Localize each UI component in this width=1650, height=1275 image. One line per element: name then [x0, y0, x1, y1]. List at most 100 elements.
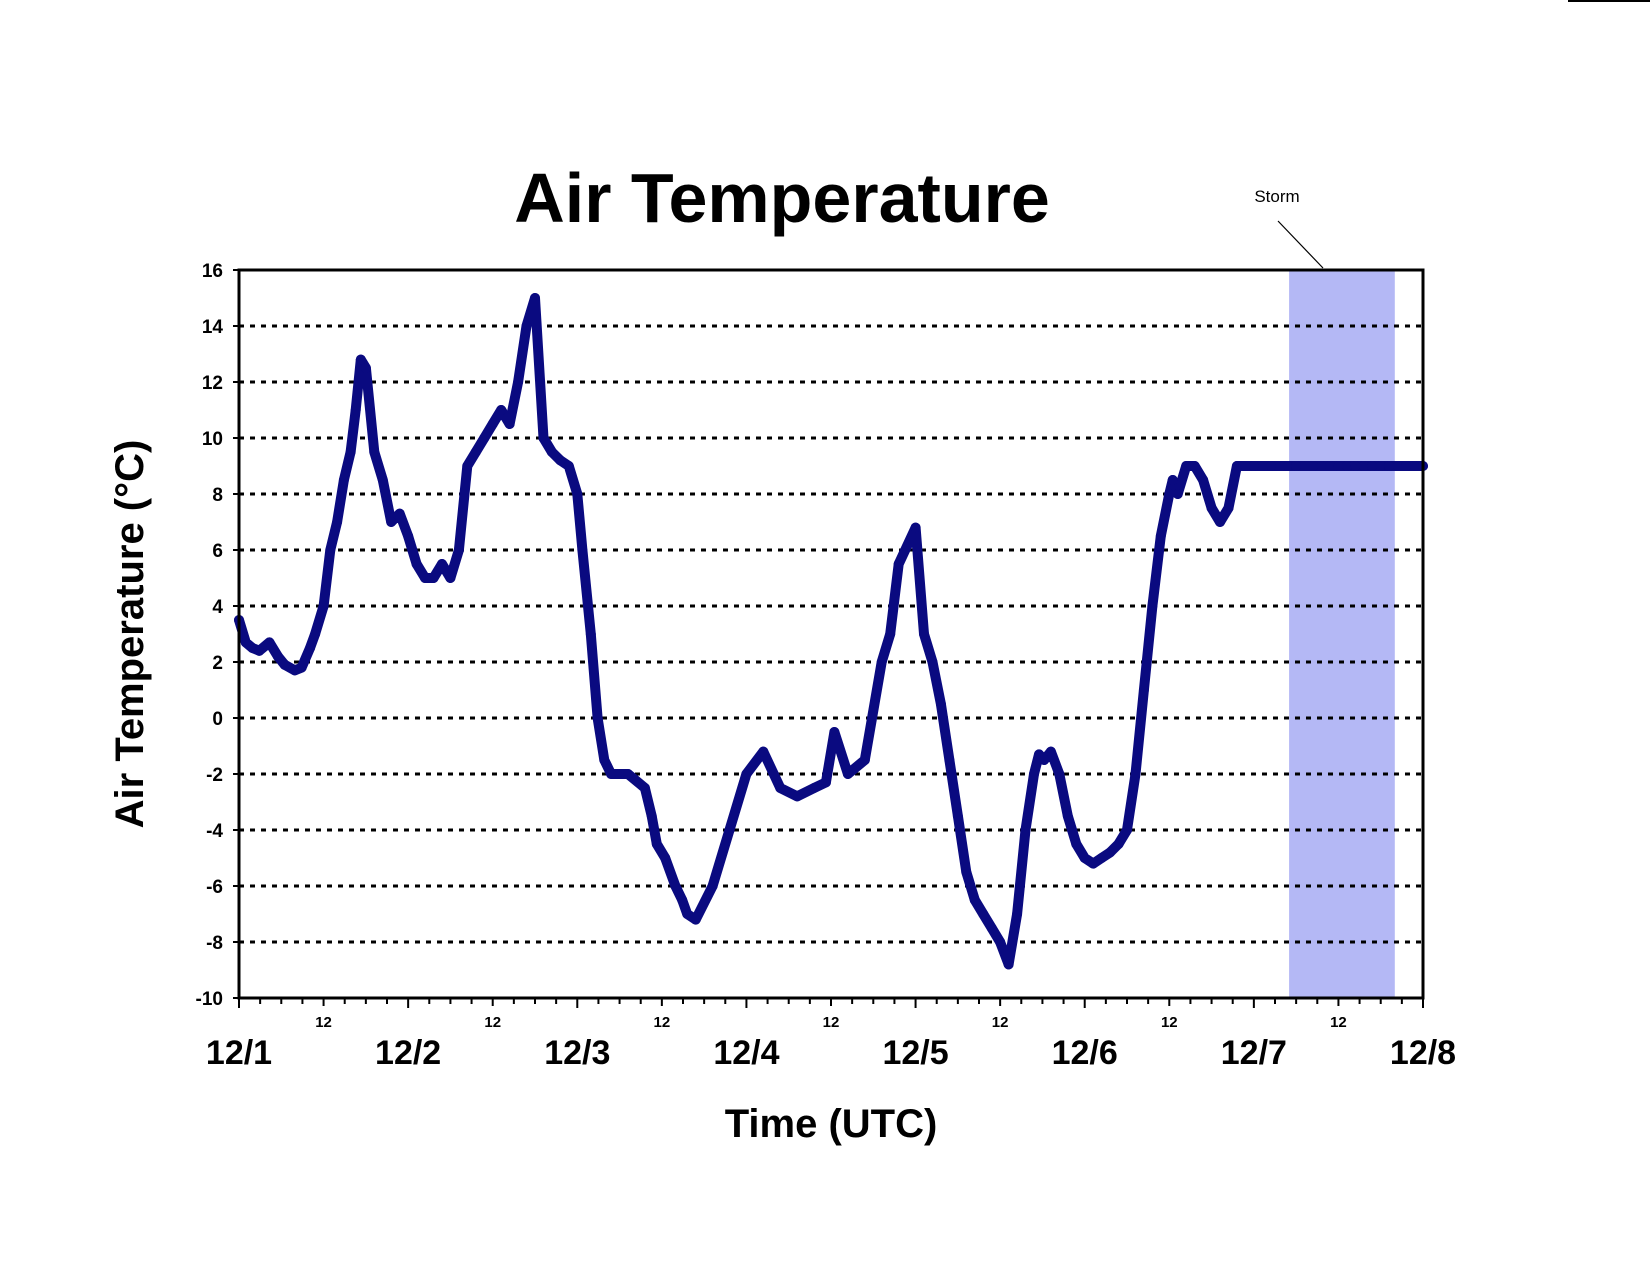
temperature-point — [264, 637, 275, 648]
x-day-label: 12/4 — [713, 1034, 779, 1072]
temperature-point — [487, 419, 498, 429]
temperature-point — [310, 629, 321, 639]
temperature-point — [403, 531, 414, 541]
temperature-point — [305, 643, 316, 653]
x-tick-labels: 12/1 12/2 12/3 12/4 12/5 12/6 12/7 12/8 12 12 12 12… — [206, 1014, 1456, 1072]
temperature-point — [1215, 517, 1226, 527]
temperature-point — [623, 769, 634, 779]
y-tick-label: -6 — [206, 877, 223, 898]
temperature-point — [1333, 461, 1344, 471]
temperature-point — [986, 923, 997, 933]
temperature-point — [345, 447, 356, 457]
temperature-point — [978, 909, 989, 919]
temperature-point — [1172, 489, 1183, 499]
temperature-point — [1265, 461, 1276, 471]
temperature-point — [893, 559, 904, 569]
y-tick-label: 6 — [212, 541, 223, 562]
x-axis-label: Time (UTC) — [725, 1102, 938, 1146]
y-axis-label: Air Temperature (°C) — [108, 440, 152, 829]
plot-frame — [237, 268, 1425, 1000]
x-day-label: 12/1 — [206, 1034, 272, 1072]
temperature-point — [651, 839, 662, 849]
temperature-point — [1164, 489, 1175, 499]
temperature-point — [995, 937, 1006, 947]
temperature-point — [504, 419, 515, 429]
temperature-point — [1324, 461, 1335, 471]
temperature-point — [555, 455, 566, 466]
temperature-point — [513, 377, 524, 387]
temperature-point — [462, 461, 473, 471]
temperature-point — [1071, 839, 1082, 849]
temperature-point — [969, 895, 980, 905]
temperature-point — [1308, 461, 1319, 471]
temperature-point — [453, 545, 464, 555]
temperature-point — [272, 651, 283, 662]
temperature-point — [1223, 503, 1234, 513]
temperature-point — [1367, 461, 1378, 471]
x-day-label: 12/2 — [375, 1034, 441, 1072]
temperature-point — [935, 699, 946, 709]
temperature-point — [538, 433, 549, 443]
temperature-point — [318, 601, 329, 611]
temperature-point — [809, 783, 820, 793]
temperature-point — [445, 573, 456, 583]
temperature-point — [670, 881, 681, 891]
temperature-point — [885, 629, 896, 639]
y-tick-label: -8 — [206, 933, 223, 954]
temperature-point — [279, 659, 290, 670]
x-day-label: 12/8 — [1390, 1034, 1456, 1072]
temperature-point — [1054, 769, 1065, 779]
temperature-point — [1384, 461, 1395, 471]
y-tick-label: 10 — [202, 429, 223, 450]
temperature-point — [1291, 461, 1302, 471]
temperature-point — [775, 783, 786, 793]
temperature-point — [240, 637, 251, 648]
temperature-point — [1147, 601, 1158, 611]
storm-layer — [1289, 270, 1395, 998]
temperature-point — [1167, 475, 1178, 485]
temperature-point — [876, 657, 887, 667]
x-hour-label: 12 — [823, 1014, 840, 1031]
temperature-point — [338, 475, 349, 485]
temperature-point — [1375, 461, 1386, 471]
temperature-point — [1012, 909, 1023, 919]
temperature-point — [1045, 746, 1056, 757]
temperature-point — [682, 909, 693, 919]
x-day-label: 12/7 — [1221, 1034, 1287, 1072]
temperature-point — [1341, 461, 1352, 471]
temperature-point — [470, 447, 481, 457]
temperature-point — [1105, 847, 1116, 858]
temperature-point — [792, 791, 803, 802]
temperature-point — [859, 755, 870, 765]
temperature-point — [1198, 475, 1209, 485]
temperature-point — [496, 405, 507, 415]
temperature-point — [952, 811, 963, 821]
air-temperature-chart: Air Temperature 16 14 12 10 8 6 4 2 0 -2 -4 -6 -8 -10… — [108, 159, 1457, 1146]
temperature-point — [741, 769, 752, 779]
temperature-point — [1350, 461, 1361, 471]
temperature-point — [944, 755, 955, 765]
temperature-point — [1079, 853, 1090, 863]
temperature-point — [1392, 461, 1403, 471]
x-hour-label: 12 — [1161, 1014, 1178, 1031]
temperature-point — [563, 461, 574, 471]
x-hour-label: 12 — [654, 1014, 671, 1031]
y-tick-label: 16 — [202, 261, 223, 282]
x-hour-label: 12 — [315, 1014, 332, 1031]
temperature-point — [690, 914, 701, 925]
temperature-point — [1282, 461, 1293, 471]
storm-band — [1289, 270, 1395, 998]
temperature-point — [1401, 461, 1412, 471]
y-tick-label: -10 — [196, 989, 223, 1010]
y-tick-label: 0 — [212, 709, 223, 730]
temperature-point — [758, 746, 769, 757]
temperature-point — [1113, 839, 1124, 849]
temperature-point — [707, 881, 718, 891]
temperature-point — [420, 573, 431, 583]
temperature-point — [677, 895, 688, 905]
temperature-point — [572, 489, 583, 499]
temperature-point — [386, 517, 397, 527]
temperature-point — [1020, 825, 1031, 835]
temperature-point — [1003, 959, 1014, 970]
temperature-point — [577, 545, 588, 555]
